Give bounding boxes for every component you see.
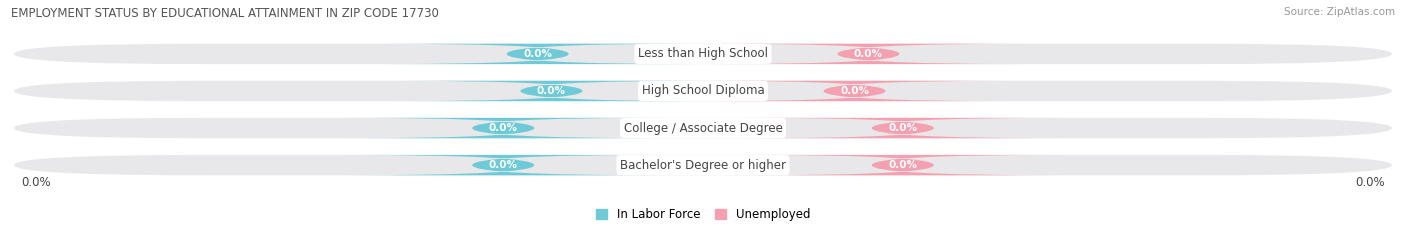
FancyBboxPatch shape [392, 81, 710, 101]
FancyBboxPatch shape [344, 155, 662, 175]
Text: Bachelor's Degree or higher: Bachelor's Degree or higher [620, 159, 786, 172]
Text: 0.0%: 0.0% [1355, 176, 1385, 189]
Text: 0.0%: 0.0% [889, 123, 917, 133]
FancyBboxPatch shape [696, 81, 1012, 101]
FancyBboxPatch shape [744, 118, 1062, 138]
Text: Source: ZipAtlas.com: Source: ZipAtlas.com [1284, 7, 1395, 17]
Text: 0.0%: 0.0% [839, 86, 869, 96]
FancyBboxPatch shape [14, 81, 1392, 101]
FancyBboxPatch shape [710, 44, 1026, 64]
FancyBboxPatch shape [380, 44, 696, 64]
Text: 0.0%: 0.0% [889, 160, 917, 170]
Legend: In Labor Force, Unemployed: In Labor Force, Unemployed [591, 203, 815, 226]
Text: 0.0%: 0.0% [523, 49, 553, 59]
Text: EMPLOYMENT STATUS BY EDUCATIONAL ATTAINMENT IN ZIP CODE 17730: EMPLOYMENT STATUS BY EDUCATIONAL ATTAINM… [11, 7, 439, 20]
Text: High School Diploma: High School Diploma [641, 85, 765, 97]
FancyBboxPatch shape [14, 44, 1392, 64]
Text: 0.0%: 0.0% [21, 176, 51, 189]
Text: 0.0%: 0.0% [537, 86, 567, 96]
Text: 0.0%: 0.0% [853, 49, 883, 59]
FancyBboxPatch shape [14, 155, 1392, 175]
FancyBboxPatch shape [744, 155, 1062, 175]
Text: College / Associate Degree: College / Associate Degree [624, 122, 782, 134]
FancyBboxPatch shape [344, 118, 662, 138]
Text: 0.0%: 0.0% [489, 123, 517, 133]
FancyBboxPatch shape [14, 118, 1392, 138]
Text: 0.0%: 0.0% [489, 160, 517, 170]
Text: Less than High School: Less than High School [638, 47, 768, 60]
